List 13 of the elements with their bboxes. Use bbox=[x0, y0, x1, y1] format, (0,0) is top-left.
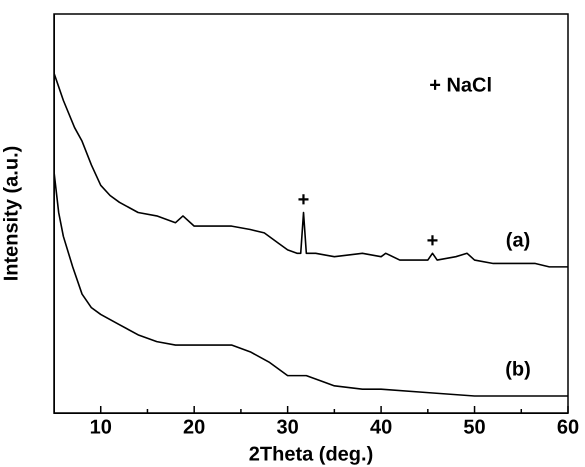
annotation: + NaCl bbox=[429, 74, 492, 97]
x-tick-label: 30 bbox=[276, 416, 299, 439]
x-tick-label: 60 bbox=[556, 416, 580, 439]
x-tick-label: 40 bbox=[370, 416, 392, 439]
x-tick-label: 10 bbox=[90, 416, 112, 439]
x-axis-title: 2Theta (deg.) bbox=[248, 444, 374, 466]
y-axis-title: Intensity (a.u.) bbox=[0, 146, 23, 282]
series-label: (b) bbox=[505, 358, 531, 381]
series-label: (a) bbox=[506, 229, 530, 252]
annotation: + bbox=[298, 189, 310, 212]
x-tick-label: 50 bbox=[463, 416, 486, 439]
x-tick-label: 20 bbox=[183, 416, 206, 439]
annotation: + bbox=[426, 230, 438, 252]
